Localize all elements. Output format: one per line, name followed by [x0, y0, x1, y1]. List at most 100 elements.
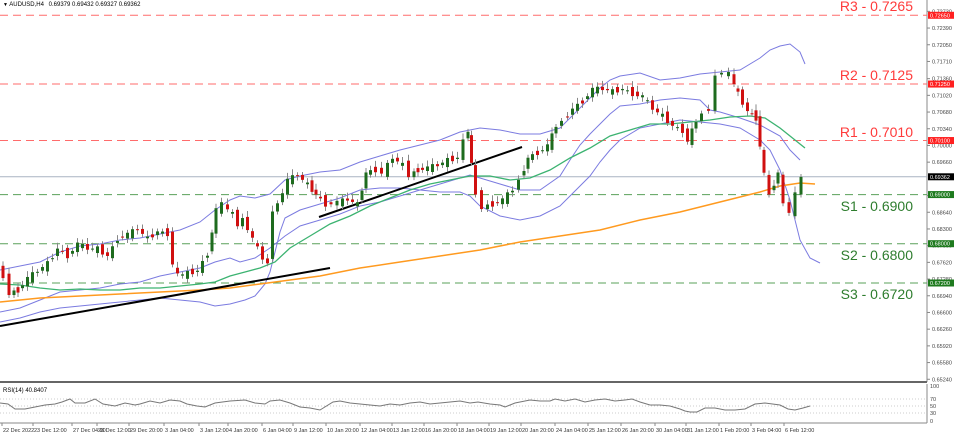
candle: [694, 119, 698, 133]
trendline-lower[interactable]: [0, 267, 331, 327]
candle: [732, 68, 736, 87]
svg-text:10 Jan 20:00: 10 Jan 20:00: [327, 428, 359, 434]
candle: [646, 97, 649, 104]
price-tag-r3: 0.72650: [928, 11, 954, 19]
candle: [329, 199, 333, 208]
candle: [441, 159, 444, 169]
svg-text:28 Dec 12:00: 28 Dec 12:00: [98, 428, 131, 434]
candle: [480, 187, 483, 213]
candle: [762, 146, 766, 176]
candle: [335, 196, 339, 210]
candle: [456, 151, 459, 164]
trendline-middle[interactable]: [318, 146, 523, 218]
candle: [491, 195, 494, 212]
candle: [522, 165, 526, 179]
candle: [581, 97, 584, 108]
y-axis-price-tags: 0.72650 0.71250 0.70100 0.69000 0.68000 0.672…: [928, 11, 954, 287]
candle: [231, 209, 234, 219]
candle: [621, 84, 624, 95]
candle: [517, 175, 520, 193]
candle: [750, 108, 754, 117]
candle: [554, 123, 558, 138]
candle: [776, 169, 780, 188]
candle: [186, 266, 189, 284]
candle: [261, 241, 264, 264]
svg-text:0.68640: 0.68640: [932, 210, 952, 216]
candle: [111, 241, 114, 262]
candle: [276, 200, 279, 215]
svg-text:9 Jan 12:00: 9 Jan 12:00: [294, 428, 323, 434]
candle: [736, 85, 740, 97]
svg-text:6 Feb 12:00: 6 Feb 12:00: [785, 428, 814, 434]
candle: [236, 206, 239, 230]
svg-text:25 Jan 12:00: 25 Jan 12:00: [589, 428, 621, 434]
candle: [741, 86, 744, 108]
candle: [793, 186, 797, 220]
candle: [531, 151, 534, 163]
candle: [681, 119, 684, 138]
candle: [251, 228, 254, 243]
candle: [496, 196, 499, 206]
candle: [106, 247, 109, 261]
candle: [474, 159, 477, 198]
candle: [181, 271, 184, 279]
support-resistance-levels: [0, 14, 927, 284]
level-label-r3: R3 - 0.7265: [839, 0, 913, 15]
candle: [296, 172, 299, 181]
candle: [161, 228, 164, 237]
svg-text:18 Jan 04:00: 18 Jan 04:00: [458, 428, 490, 434]
candle: [541, 145, 544, 154]
svg-text:0.72650: 0.72650: [930, 13, 950, 19]
candle: [256, 240, 259, 250]
candle: [46, 256, 49, 276]
candle: [210, 229, 214, 255]
collapse-triangle-icon[interactable]: ▼: [3, 2, 8, 8]
candle: [616, 84, 619, 96]
candle: [631, 81, 634, 101]
price-tag-s1: 0.69000: [928, 191, 954, 199]
candle: [511, 186, 514, 197]
candle: [196, 264, 199, 277]
level-label-s1: S1 - 0.6900: [840, 197, 913, 214]
candle: [191, 264, 194, 278]
candle: [281, 188, 284, 206]
candle: [241, 213, 244, 230]
candle: [346, 192, 349, 206]
candle: [690, 122, 694, 148]
candle: [501, 195, 504, 209]
candle: [486, 200, 489, 213]
svg-text:0.68300: 0.68300: [932, 227, 952, 233]
candle: [506, 189, 509, 207]
candle: [626, 85, 629, 95]
svg-text:0.66260: 0.66260: [932, 327, 952, 333]
candle: [16, 282, 20, 297]
svg-text:4 Jan 20:00: 4 Jan 20:00: [229, 428, 258, 434]
candle: [246, 211, 249, 234]
candle: [136, 224, 139, 235]
candle: [369, 165, 372, 178]
svg-text:0.66940: 0.66940: [932, 294, 952, 300]
svg-text:13 Jan 12:00: 13 Jan 12:00: [393, 428, 425, 434]
candle: [636, 85, 639, 100]
price-tag-r1: 0.70100: [928, 137, 954, 145]
candle: [431, 158, 434, 175]
svg-text:22 Dec 2022: 22 Dec 2022: [3, 428, 34, 434]
candle: [416, 163, 420, 177]
candle: [201, 255, 204, 276]
candle: [81, 239, 84, 252]
candle: [606, 83, 609, 94]
svg-text:0.69362: 0.69362: [930, 175, 950, 181]
candle: [314, 183, 318, 199]
candle: [319, 190, 322, 202]
candle: [576, 97, 579, 114]
candle: [36, 268, 39, 277]
svg-text:31 Jan 12:00: 31 Jan 12:00: [687, 428, 719, 434]
candle: [571, 102, 574, 120]
svg-text:0.69660: 0.69660: [932, 160, 952, 166]
price-tag-s2: 0.68000: [928, 240, 954, 248]
svg-text:0.67620: 0.67620: [932, 260, 952, 266]
level-label-s2: S2 - 0.6800: [840, 246, 913, 263]
svg-text:3 Jan 12:00: 3 Jan 12:00: [200, 428, 229, 434]
